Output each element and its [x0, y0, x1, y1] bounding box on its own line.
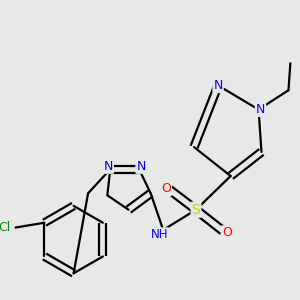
- Text: O: O: [161, 182, 171, 195]
- Text: N: N: [136, 160, 146, 173]
- Text: O: O: [222, 226, 232, 239]
- Text: N: N: [103, 160, 113, 173]
- Text: N: N: [256, 103, 265, 116]
- Text: Cl: Cl: [0, 221, 10, 234]
- Text: N: N: [213, 79, 223, 92]
- Text: S: S: [192, 203, 200, 217]
- Text: NH: NH: [151, 228, 168, 241]
